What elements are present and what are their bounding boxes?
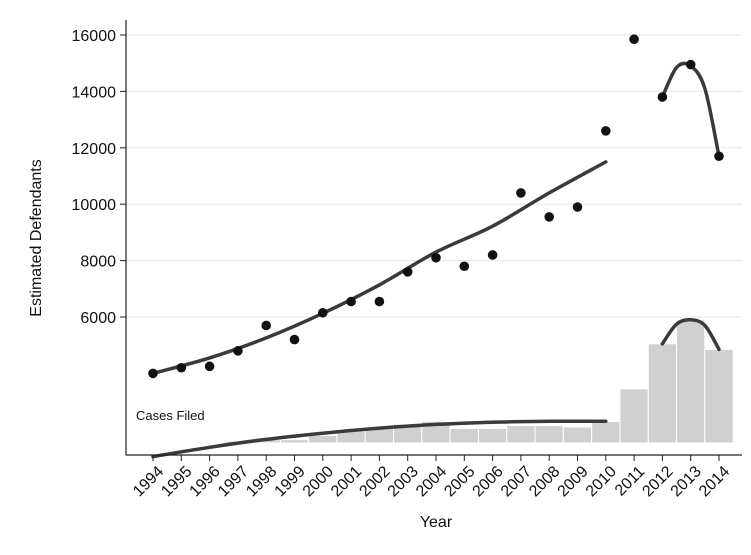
y-tick-label: 10000 xyxy=(72,197,117,214)
data-point xyxy=(714,151,724,162)
data-point xyxy=(402,267,413,277)
bar xyxy=(562,426,593,444)
cases-fit-line-early xyxy=(151,419,608,459)
bar xyxy=(449,427,479,444)
cases-fit-line-late xyxy=(660,318,721,352)
defendants-fit-line-early xyxy=(151,160,608,376)
bar xyxy=(704,348,734,444)
data-point xyxy=(374,296,385,307)
y-axis-title: Estimated Defendants xyxy=(28,159,45,316)
data-point xyxy=(318,307,328,318)
bar xyxy=(477,427,508,444)
data-point xyxy=(629,34,639,45)
data-point xyxy=(148,368,158,379)
axes xyxy=(125,20,742,456)
bar xyxy=(279,439,310,444)
y-tick-label: 8000 xyxy=(80,254,116,271)
data-point xyxy=(572,202,583,212)
data-point xyxy=(516,188,526,198)
cases-filed-bars xyxy=(223,319,734,444)
bar xyxy=(676,319,706,444)
data-point xyxy=(431,252,441,263)
y-tick-labels: 6000 8000 10000 12000 14000 16000 xyxy=(72,28,126,327)
y-tick-label: 14000 xyxy=(72,84,117,101)
bar xyxy=(534,425,564,444)
data-point xyxy=(487,250,498,260)
data-point xyxy=(289,334,300,345)
defendant-points xyxy=(148,34,724,379)
y-tick-label: 12000 xyxy=(72,141,117,158)
x-axis-title: Year xyxy=(420,514,453,531)
y-tick-label: 6000 xyxy=(80,310,116,327)
bar xyxy=(647,343,678,444)
bar xyxy=(591,420,621,444)
data-point xyxy=(601,126,611,136)
data-point xyxy=(544,212,554,222)
data-point xyxy=(261,320,272,331)
data-point xyxy=(204,361,215,372)
data-point xyxy=(346,296,356,307)
bar xyxy=(506,425,536,444)
data-point xyxy=(233,346,243,356)
data-point xyxy=(176,362,187,373)
y-tick-label: 16000 xyxy=(72,28,117,45)
bar xyxy=(308,434,338,444)
data-point xyxy=(685,59,696,70)
data-point xyxy=(657,92,668,102)
data-point xyxy=(459,261,470,272)
cases-filed-annotation: Cases Filed xyxy=(136,408,205,423)
bar xyxy=(619,388,649,444)
